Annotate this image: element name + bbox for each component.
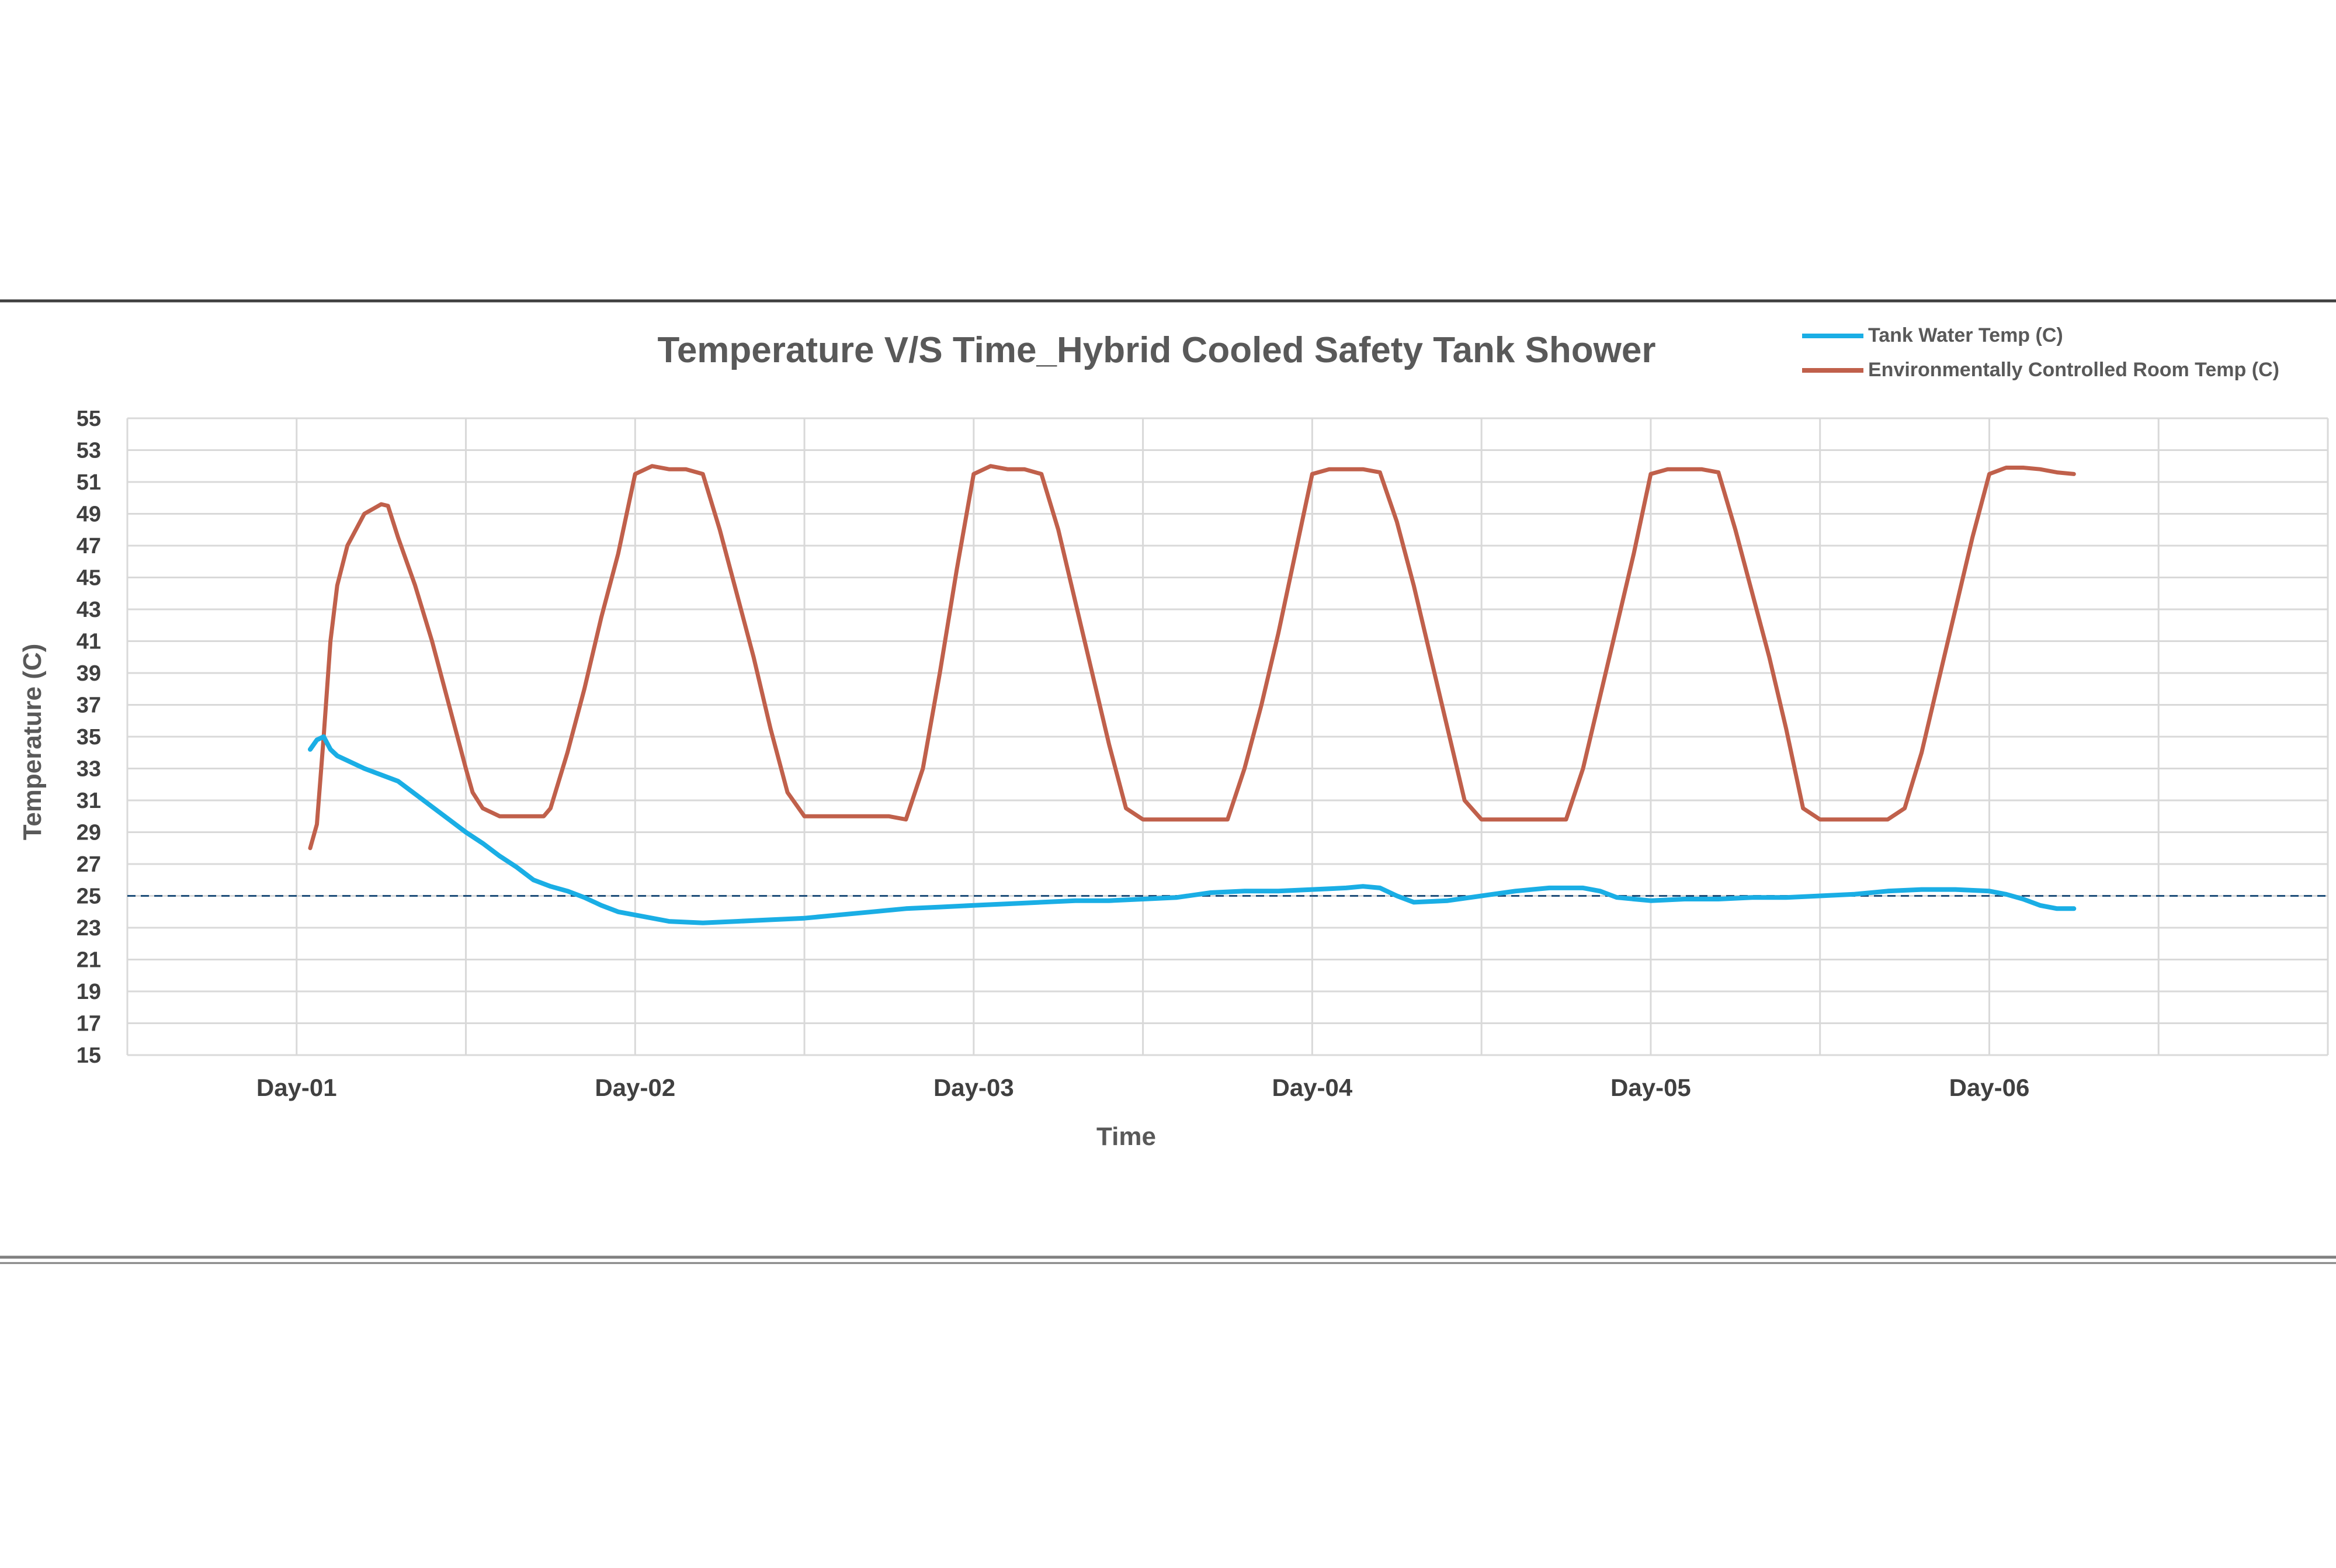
legend-label: Tank Water Temp (C): [1868, 324, 2063, 346]
y-tick-label: 21: [77, 948, 101, 973]
series-group: [308, 464, 2077, 925]
x-tick-label: Day-04: [1272, 1074, 1353, 1101]
y-tick-label: 49: [77, 502, 101, 527]
y-tick-label: 55: [77, 407, 101, 431]
y-tick-label: 17: [77, 1012, 101, 1036]
y-tick-label: 19: [77, 980, 101, 1004]
y-tick-label: 47: [77, 534, 101, 558]
series-line-tank-water-temp: [308, 734, 2077, 925]
y-tick-label: 15: [77, 1043, 101, 1068]
chart-title: Temperature V/S Time_Hybrid Cooled Safet…: [658, 330, 1656, 370]
y-tick-label: 35: [77, 725, 101, 750]
x-tick-label: Day-02: [595, 1074, 675, 1101]
y-tick-label: 23: [77, 916, 101, 941]
y-axis-title: Temperature (C): [18, 644, 47, 841]
y-tick-label: 31: [77, 789, 101, 813]
y-tick-label: 33: [77, 757, 101, 782]
y-tick-label: 51: [77, 470, 101, 495]
x-tick-label: Day-05: [1610, 1074, 1691, 1101]
y-tick-label: 37: [77, 693, 101, 718]
series-line-room-temp: [308, 464, 2076, 851]
x-axis-title: Time: [1096, 1122, 1156, 1151]
y-tick-label: 27: [77, 852, 101, 877]
legend: Tank Water Temp (C) Environmentally Contr…: [1802, 324, 2279, 381]
grid: [126, 417, 2329, 1056]
y-tick-label: 43: [77, 598, 101, 622]
legend-label: Environmentally Controlled Room Temp (C): [1868, 359, 2279, 381]
x-axis-ticks: Day-01 Day-02 Day-03 Day-04 Day-05 Day-06: [256, 1074, 2029, 1101]
y-tick-label: 25: [77, 884, 101, 909]
y-tick-label: 45: [77, 566, 101, 591]
y-tick-label: 41: [77, 630, 101, 654]
y-axis-ticks: 55 53 51 49 47 45 43 41 39 37 35 33 31 29 27 25 23 21 19 17…: [77, 407, 101, 1068]
y-tick-label: 53: [77, 439, 101, 463]
y-tick-label: 39: [77, 661, 101, 686]
x-tick-label: Day-06: [1949, 1074, 2030, 1101]
y-tick-label: 29: [77, 821, 101, 845]
x-tick-label: Day-03: [933, 1074, 1014, 1101]
x-tick-label: Day-01: [256, 1074, 337, 1101]
